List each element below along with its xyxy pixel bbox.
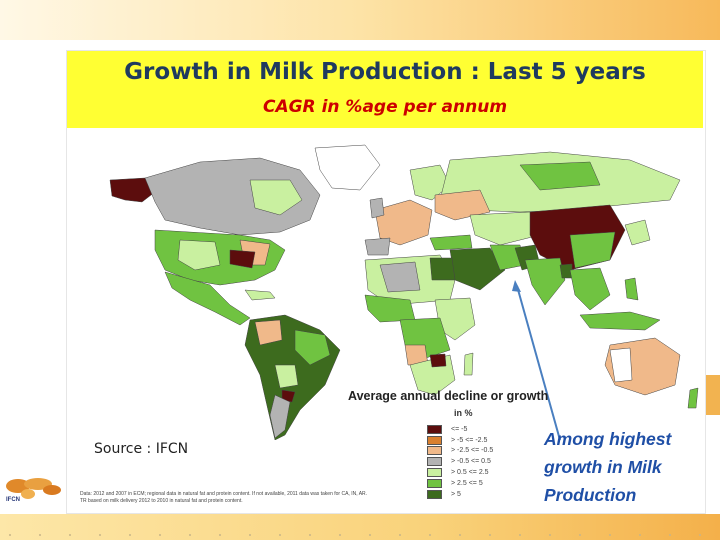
callout-line: Among highest xyxy=(544,429,672,449)
legend-swatch xyxy=(427,446,442,456)
map-region-egypt xyxy=(429,257,456,281)
legend-title: Average annual decline or growth xyxy=(348,389,549,403)
legend-swatch xyxy=(427,478,442,488)
map-region-iberia xyxy=(364,237,391,256)
map-region-brazil-east xyxy=(294,329,331,366)
legend-unit: in % xyxy=(454,408,473,418)
data-note-line: Data: 2012 and 2007 in ECM; regional dat… xyxy=(80,491,368,497)
world-map xyxy=(70,140,700,440)
legend-label: > 5 xyxy=(451,490,461,498)
map-region-siberia xyxy=(519,161,601,191)
ifcn-logo-text: IFCN xyxy=(6,497,20,503)
legend-label: > -0.5 <= 0.5 xyxy=(451,458,491,466)
source-label: Source : IFCN xyxy=(94,441,189,457)
legend-row: > 0.5 <= 2.5 xyxy=(427,467,507,478)
legend-row: > -2.5 <= -0.5 xyxy=(427,446,507,457)
legend-row: > -0.5 <= 0.5 xyxy=(427,456,507,467)
legend-label: > -2.5 <= -0.5 xyxy=(451,447,494,455)
ifcn-logo xyxy=(6,478,61,499)
map-region-central-asia xyxy=(469,211,541,246)
map-region-mexico xyxy=(164,271,251,326)
map-region-philippines xyxy=(624,277,639,301)
callout-line: growth in Milk xyxy=(544,457,662,477)
map-region-china-east xyxy=(569,231,616,269)
legend-swatch xyxy=(427,489,442,499)
map-region-india xyxy=(524,257,566,306)
legend-label: <= -5 xyxy=(451,425,468,433)
legend-label: > -5 <= -2.5 xyxy=(451,436,488,444)
map-region-usa-south xyxy=(177,239,221,271)
legend-swatch xyxy=(427,435,442,445)
callout-text: Among highest growth in Milk Production xyxy=(544,425,714,509)
legend-row: > -5 <= -2.5 xyxy=(427,435,507,446)
slide-title: Growth in Milk Production : Last 5 years xyxy=(124,59,646,85)
map-region-greenland xyxy=(314,144,381,191)
map-region-madagascar xyxy=(463,352,474,376)
data-note-line: TR based on milk delivery 2012 to 2010 i… xyxy=(80,498,243,504)
map-region-west-africa xyxy=(364,294,416,323)
legend-swatch xyxy=(427,468,442,478)
map-region-indonesia xyxy=(579,311,661,331)
data-note: Data: 2012 and 2007 in ECM; regional dat… xyxy=(80,491,520,505)
map-region-usa-southeast xyxy=(229,249,256,269)
callout-line: Production xyxy=(544,485,637,505)
map-region-europe-west xyxy=(374,199,433,246)
map-region-scandinavia xyxy=(409,164,451,201)
map-region-canada-east xyxy=(249,179,303,216)
map-region-australia-west xyxy=(609,347,633,383)
map-region-canada xyxy=(144,157,321,236)
top-decor-band xyxy=(0,0,720,40)
legend-row: <= -5 xyxy=(427,424,507,435)
legend-swatch xyxy=(427,457,442,467)
map-region-new-zealand xyxy=(687,387,699,409)
map-region-caribbean xyxy=(244,289,276,301)
callout-arrow xyxy=(516,285,561,440)
bottom-dots xyxy=(9,534,701,536)
map-region-uruguay xyxy=(281,389,296,403)
legend-label: > 2.5 <= 5 xyxy=(451,479,483,487)
map-region-uk xyxy=(369,197,385,219)
map-region-colombia xyxy=(254,319,283,346)
legend-row: > 2.5 <= 5 xyxy=(427,478,507,489)
map-region-paraguay xyxy=(274,364,299,389)
legend: <= -5 > -5 <= -2.5 > -2.5 <= -0.5 > -0.5… xyxy=(427,424,507,500)
map-region-southeast-asia xyxy=(569,267,611,311)
map-region-turkey xyxy=(429,234,473,251)
right-decor-strip xyxy=(706,375,720,415)
map-region-sahara xyxy=(379,261,421,293)
map-region-korea-japan xyxy=(624,219,651,246)
bottom-decor-band xyxy=(0,514,720,540)
slide-subtitle: CAGR in %age per annum xyxy=(262,97,508,117)
callout-arrowhead xyxy=(512,280,521,292)
title-box: Growth in Milk Production : Last 5 years… xyxy=(67,51,703,128)
map-region-zimbabwe xyxy=(429,353,447,368)
map-region-argentina xyxy=(269,394,291,439)
legend-label: > 0.5 <= 2.5 xyxy=(451,469,489,477)
legend-row: > 5 xyxy=(427,489,507,500)
legend-swatch xyxy=(427,424,442,434)
